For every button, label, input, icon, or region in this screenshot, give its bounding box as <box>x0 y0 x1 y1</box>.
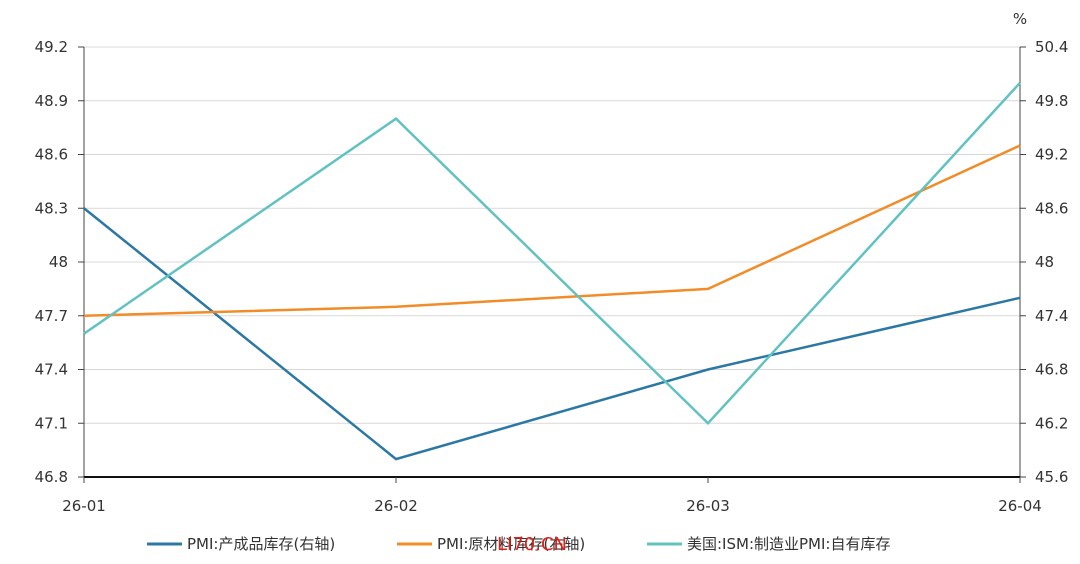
right-tick-label: 47.4 <box>1035 307 1068 325</box>
legend-label-1: PMI:产成品库存(右轴) <box>187 535 335 553</box>
watermark: LI70.CN <box>497 534 567 555</box>
legend-label-3: 美国:ISM:制造业PMI:自有库存 <box>687 535 890 553</box>
left-tick-label: 48.3 <box>35 199 68 217</box>
left-tick-label: 47.4 <box>35 361 68 379</box>
left-tick-label: 48.6 <box>35 146 68 164</box>
left-tick-label: 48 <box>49 253 68 271</box>
right-tick-label: 48.6 <box>1035 199 1068 217</box>
series-line-1 <box>83 207 1021 461</box>
x-tick-label: 26-03 <box>686 497 730 515</box>
right-tick-label: 46.8 <box>1035 361 1068 379</box>
right-tick-label: 49.2 <box>1035 146 1068 164</box>
left-axis-ticks: 46.8 47.1 47.4 47.7 48 48.3 48.6 48.9 49.2 <box>35 38 84 486</box>
right-axis-ticks: 45.6 46.2 46.8 47.4 48 48.6 49.2 49.8 50.4 <box>1020 38 1068 486</box>
right-tick-label: 50.4 <box>1035 38 1068 56</box>
right-tick-label: 45.6 <box>1035 468 1068 486</box>
left-tick-label: 46.8 <box>35 468 68 486</box>
grid-lines <box>84 46 1020 424</box>
left-tick-label: 48.9 <box>35 92 68 110</box>
x-tick-label: 26-02 <box>374 497 418 515</box>
right-tick-label: 46.2 <box>1035 414 1068 432</box>
right-tick-label: 49.8 <box>1035 92 1068 110</box>
right-axis-unit: % <box>1013 10 1027 28</box>
left-tick-label: 47.1 <box>35 414 68 432</box>
legend: PMI:产成品库存(右轴) PMI:原材料库存(右轴) 美国:ISM:制造业PMI:… <box>147 535 890 553</box>
left-tick-label: 47.7 <box>35 307 68 325</box>
left-tick-label: 49.2 <box>35 38 68 56</box>
series-line-3 <box>83 81 1021 426</box>
x-axis-ticks: 26-01 26-02 26-03 26-04 <box>62 477 1042 515</box>
legend-label-2: PMI:原材料库存(右轴) <box>437 535 585 553</box>
series-lines <box>83 81 1021 461</box>
x-tick-label: 26-04 <box>998 497 1042 515</box>
right-tick-label: 48 <box>1035 253 1054 271</box>
x-tick-label: 26-01 <box>62 497 106 515</box>
series-line-2 <box>83 144 1021 317</box>
